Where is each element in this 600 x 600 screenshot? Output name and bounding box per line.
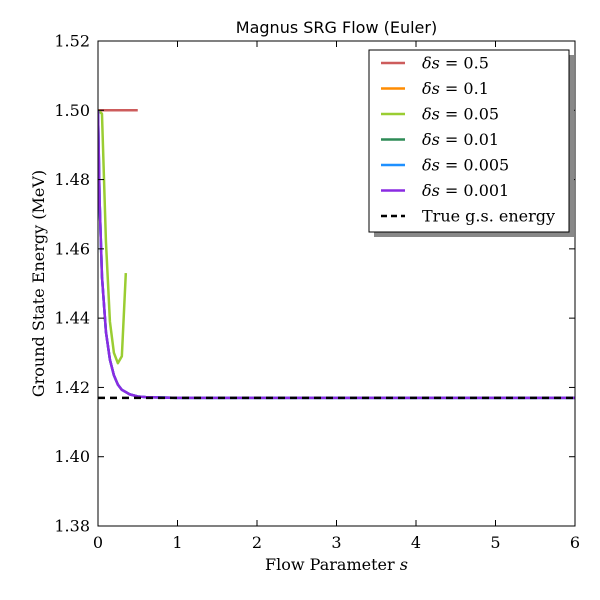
series-line-5 <box>98 110 575 400</box>
x-axis-label-variable: s <box>400 555 408 574</box>
y-tick-label: 1.38 <box>54 517 90 536</box>
legend-entry-symbol: δs = <box>422 54 463 73</box>
legend-entry: True g.s. energy <box>422 207 555 226</box>
y-tick-label: 1.46 <box>54 239 90 258</box>
legend-entry-symbol: δs = <box>422 181 463 200</box>
legend-entry-symbol: δs = <box>422 130 463 149</box>
legend-entry-symbol: δs = <box>422 156 463 175</box>
legend-entry: δs = 0.005 <box>422 156 509 175</box>
chart-title: Magnus SRG Flow (Euler) <box>236 18 437 37</box>
y-axis-label: Ground State Energy (MeV) <box>29 170 48 397</box>
series-layer <box>98 109 575 400</box>
x-axis-label-text: Flow Parameter <box>265 555 400 574</box>
legend-box <box>368 49 570 233</box>
x-tick-label: 4 <box>411 533 421 552</box>
legend-entry-value: 0.05 <box>463 105 499 124</box>
legend-entry-symbol: δs = <box>422 105 463 124</box>
ticks-layer: 0 1 2 3 4 5 6 1.38 1.40 1.42 1.44 1.46 1.48 1.50 1.52 <box>54 32 580 553</box>
x-tick-label: 3 <box>331 533 341 552</box>
x-tick-label: 2 <box>252 533 262 552</box>
y-tick-label: 1.50 <box>54 101 90 120</box>
legend-entry-value: True g.s. energy <box>422 207 555 226</box>
x-tick-label: 5 <box>490 533 500 552</box>
legend-entry: δs = 0.1 <box>422 79 489 98</box>
legend-entry: δs = 0.001 <box>422 181 509 200</box>
legend-entry-symbol: δs = <box>422 79 463 98</box>
legend-entry-value: 0.01 <box>463 130 499 149</box>
legend-entry: δs = 0.5 <box>422 54 489 73</box>
legend-entry-value: 0.001 <box>463 181 509 200</box>
legend-entry: δs = 0.05 <box>422 105 499 124</box>
legend-entry: δs = 0.01 <box>422 130 499 149</box>
x-tick-label: 0 <box>93 533 103 552</box>
y-tick-label: 1.52 <box>54 32 90 51</box>
y-tick-label: 1.44 <box>54 309 90 328</box>
y-tick-label: 1.48 <box>54 170 90 189</box>
x-tick-label: 1 <box>172 533 182 552</box>
x-axis-label: Flow Parameter s <box>265 555 408 574</box>
legend-entry-value: 0.1 <box>463 79 488 98</box>
legend-entry-value: 0.5 <box>463 54 488 73</box>
x-tick-label: 6 <box>570 533 580 552</box>
y-tick-label: 1.40 <box>54 447 90 466</box>
series-line-2 <box>98 109 128 365</box>
y-tick-label: 1.42 <box>54 378 90 397</box>
legend-entry-value: 0.005 <box>463 156 509 175</box>
